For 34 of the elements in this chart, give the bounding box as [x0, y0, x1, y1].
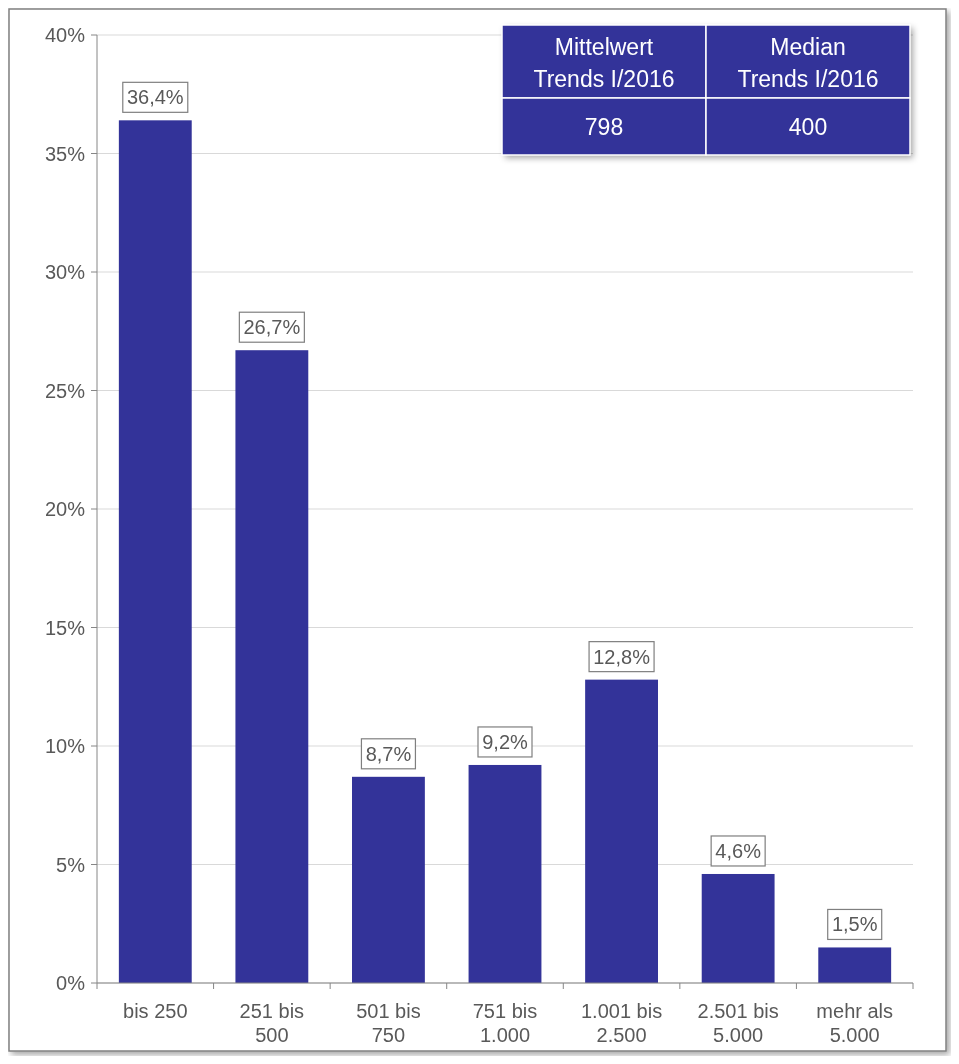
x-tick-label: 751 bis 1.000	[472, 1000, 538, 1046]
y-tick-label: 5%	[56, 853, 86, 876]
x-tick-label: bis 250	[123, 1000, 188, 1022]
annotation: 400	[788, 114, 828, 140]
y-tick-label: 25%	[44, 379, 86, 402]
annotation: Median Trends I/2016	[737, 34, 879, 92]
y-tick-label: 0%	[56, 972, 86, 994]
y-tick-label: 20%	[44, 498, 86, 520]
data-label: 12,8%	[593, 645, 651, 668]
bar	[235, 350, 309, 983]
y-tick-label: 10%	[44, 735, 86, 757]
data-label: 1,5%	[831, 913, 878, 936]
x-tick-label: 2.501 bis 5.000	[697, 1000, 779, 1046]
x-tick-label: 251 bis 500	[239, 1000, 305, 1046]
bar	[701, 873, 775, 983]
y-tick-label: 35%	[44, 142, 86, 165]
y-tick-label: 40%	[44, 24, 86, 46]
bar	[818, 947, 892, 983]
annotation: 798	[584, 114, 624, 140]
y-tick-label: 30%	[44, 261, 86, 283]
bar	[118, 120, 192, 983]
data-label: 9,2%	[482, 730, 529, 753]
bar	[585, 679, 658, 983]
bar	[468, 764, 542, 983]
data-label: 4,6%	[715, 839, 762, 862]
x-tick-label: 1.001 bis 2.500	[580, 1000, 663, 1046]
x-tick-label: 501 bis 750	[356, 1000, 421, 1046]
data-label: 26,7%	[243, 316, 301, 339]
data-label: 36,4%	[126, 86, 184, 109]
x-tick-label: mehr als 5.000	[816, 1000, 894, 1046]
y-tick-label: 15%	[44, 616, 86, 639]
data-label: 8,7%	[365, 742, 412, 765]
bar	[352, 776, 425, 983]
annotation: Mittelwert Trends I/2016	[533, 34, 675, 92]
